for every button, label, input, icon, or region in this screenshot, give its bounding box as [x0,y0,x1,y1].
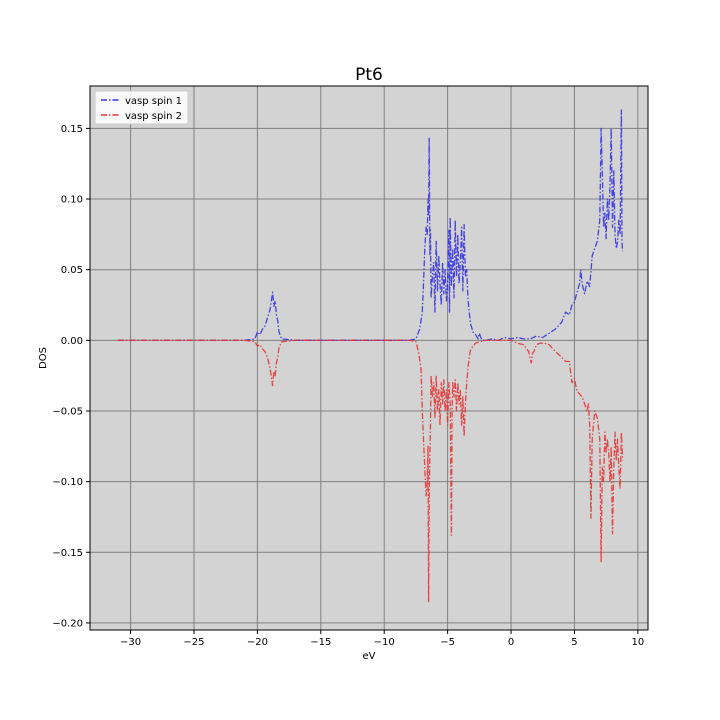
x-axis-label: eV [363,651,376,662]
y-axis-ticks: −0.20 −0.15 −0.10 −0.05 0.00 0.05 0.10 0.15 [52,124,90,629]
x-tick-label: −10 [374,637,395,648]
x-tick-label: −5 [440,637,455,648]
y-tick-label: −0.20 [52,618,83,629]
y-tick-label: 0.05 [61,265,83,276]
x-axis-ticks: −30 −25 −20 −15 −10 −5 0 5 10 [120,630,644,648]
x-tick-label: 0 [508,637,514,648]
legend-label-spin-2: vasp spin 2 [125,111,182,122]
y-tick-label: −0.05 [52,406,83,417]
y-tick-label: −0.10 [52,477,83,488]
series-line-spin-1 [117,109,624,341]
x-tick-label: 5 [571,637,577,648]
series-lines [117,109,624,603]
x-tick-label: −20 [247,637,268,648]
y-tick-label: 0.15 [61,124,83,135]
legend: vasp spin 1 vasp spin 2 [94,90,189,125]
x-tick-label: −25 [183,637,204,648]
x-tick-label: 10 [631,637,644,648]
series-line-spin-2 [117,339,624,603]
y-tick-label: 0.00 [61,336,83,347]
x-tick-label: −30 [120,637,141,648]
y-axis-label: DOS [38,347,49,369]
plot-frame [89,85,649,631]
chart-title: Pt6 [355,65,383,85]
legend-label-spin-1: vasp spin 1 [125,96,182,107]
plot-area [90,86,648,630]
y-tick-label: −0.15 [52,548,83,559]
y-tick-label: 0.10 [61,195,83,206]
x-tick-label: −15 [310,637,331,648]
